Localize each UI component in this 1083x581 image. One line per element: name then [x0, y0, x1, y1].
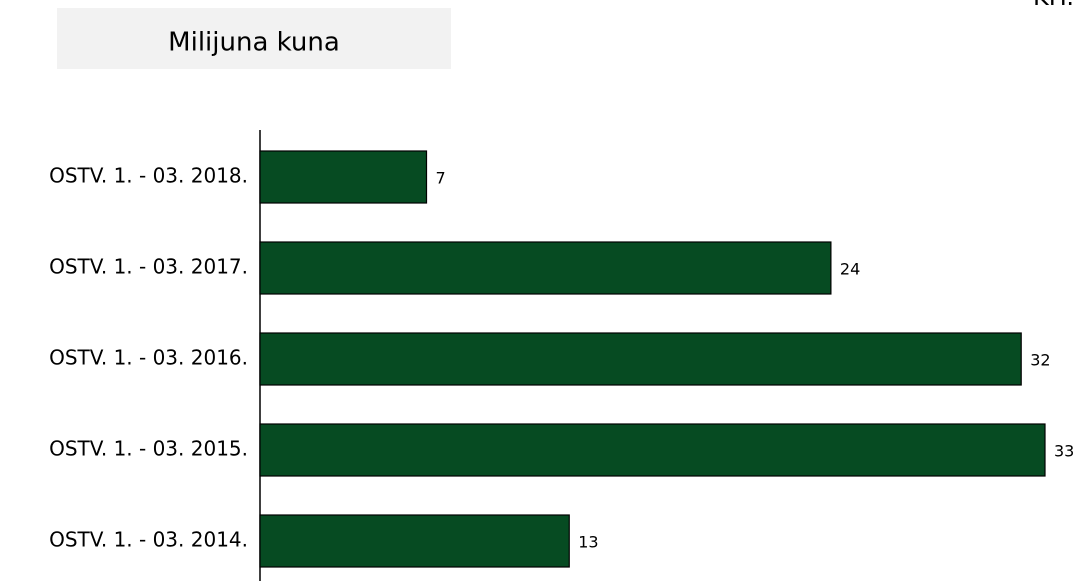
y-tick-label: OSTV. 1. - 03. 2016.	[49, 346, 248, 370]
bar	[259, 332, 1022, 386]
bar	[259, 241, 832, 295]
y-tick-label: OSTV. 1. - 03. 2014.	[49, 528, 248, 552]
bar	[259, 514, 570, 568]
value-label: 32	[1030, 351, 1050, 370]
corner-label: KH.	[1033, 0, 1074, 11]
value-label: 13	[578, 533, 598, 552]
bar	[259, 150, 428, 204]
title-box	[57, 8, 451, 69]
value-label: 24	[840, 260, 860, 279]
value-label: 7	[436, 169, 446, 188]
value-label: 33	[1054, 442, 1074, 461]
chart-title: Milijuna kuna	[168, 28, 340, 58]
y-tick-label: OSTV. 1. - 03. 2015.	[49, 437, 248, 461]
bar	[259, 423, 1046, 477]
y-tick-label: OSTV. 1. - 03. 2017.	[49, 255, 248, 279]
y-tick-label: OSTV. 1. - 03. 2018.	[49, 164, 248, 188]
